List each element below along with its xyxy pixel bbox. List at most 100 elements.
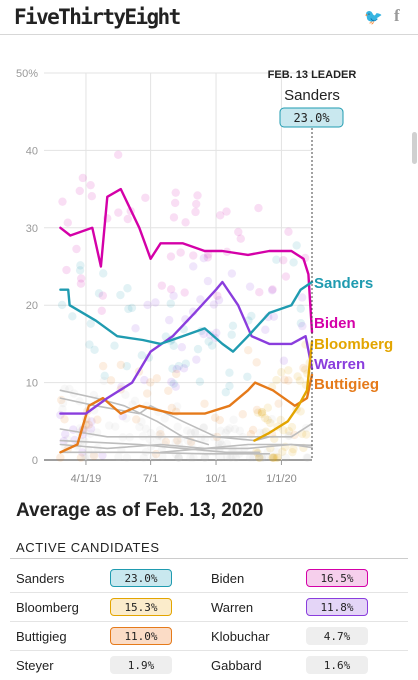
poll-dot [192,355,201,364]
poll-dot [210,413,220,422]
x-tick-label: 10/1 [205,473,226,485]
poll-dot [227,269,237,278]
poll-dot [143,300,152,310]
poll-dot [231,453,241,462]
poll-dot [98,291,107,300]
poll-dot [228,452,237,462]
poll-dot [169,213,179,222]
twitter-icon[interactable]: 🐦 [364,9,383,26]
poll-dot [76,453,86,462]
polling-average-chart: 0 10 20 30 40 50% 4/1/19 7/1 10/1 1/1/20 Sanders B… [16,68,393,485]
poll-dot [302,430,311,439]
poll-dot [76,279,86,288]
row-divider [10,592,408,593]
poll-dot [174,361,184,371]
poll-dot [268,453,277,462]
poll-dot [158,452,167,461]
candidate-name: Sanders [16,571,65,586]
poll-dot [86,424,96,433]
poll-dot [84,420,93,429]
poll-dot [213,291,222,301]
poll-dot [97,306,106,316]
poll-dot [140,375,149,385]
poll-dot [151,298,160,307]
poll-dot [142,389,152,398]
poll-dot [116,360,126,370]
poll-dot [221,388,230,397]
poll-dot [229,415,238,424]
poll-dot [190,427,200,437]
poll-dot [203,250,213,259]
poll-dot [288,448,297,457]
poll-dot [297,293,307,302]
candidate-value: 16.5% [306,569,368,587]
poll-dot [171,438,180,447]
poll-dot [98,451,107,460]
poll-dot [268,285,277,294]
poll-dot [243,345,253,355]
poll-dot [99,376,109,386]
poll-dot [181,359,191,368]
poll-dot [203,253,212,262]
poll-dot [116,290,125,300]
poll-dot [72,244,81,254]
poll-dot [106,376,116,385]
poll-dot [196,295,205,304]
poll-dot [57,395,66,405]
poll-dot [146,378,155,387]
poll-dot [222,207,231,216]
poll-dot [105,421,114,430]
scrollbar-thumb[interactable] [412,132,417,164]
series-line-other [59,397,271,442]
x-tick-label: 4/1/19 [71,473,102,485]
poll-dot [195,377,205,386]
site-logo[interactable]: FiveThirtyEight [14,5,181,29]
poll-dot [190,428,200,438]
poll-dot [267,286,277,295]
poll-dot [135,422,144,432]
poll-dot [260,413,270,423]
poll-dot [272,453,282,462]
poll-dot [296,304,305,313]
poll-dot [272,447,281,456]
poll-dot [137,351,146,360]
poll-dot [289,444,298,454]
poll-dot [174,453,183,462]
poll-dots-layer [56,150,314,462]
poll-dot [164,386,173,395]
facebook-icon[interactable]: f [394,6,400,25]
poll-dot [122,414,131,423]
poll-dot [68,312,77,321]
series-line-sanders [59,280,314,353]
row-divider [10,650,408,651]
poll-dot [269,312,279,321]
poll-dot [261,325,270,334]
poll-dot [152,436,162,445]
poll-dot [123,284,132,293]
poll-dot [257,453,267,462]
poll-dot [172,369,181,379]
poll-dot [245,282,255,291]
candidate-name: Biden [211,571,245,586]
poll-dot [243,372,252,381]
poll-dot [57,300,67,310]
series-line-other [59,451,271,455]
poll-dot [263,415,272,425]
poll-dot [225,424,234,433]
y-tick-label: 10 [26,378,38,390]
y-tick-label: 40 [26,145,38,157]
x-tick-label: 1/1/20 [266,473,297,485]
poll-dot [161,437,171,447]
poll-dot [257,407,266,417]
poll-dot [267,453,276,462]
candidate-value: 11.0% [110,627,172,645]
end-label-bloomberg: Bloomberg [314,336,393,353]
poll-dot [82,453,91,462]
poll-dot [122,361,132,371]
x-tick-label: 7/1 [143,473,158,485]
row-divider [10,621,408,622]
poll-dot [189,453,198,462]
poll-dot [284,431,293,441]
poll-dot [215,437,225,446]
poll-dot [215,211,225,220]
